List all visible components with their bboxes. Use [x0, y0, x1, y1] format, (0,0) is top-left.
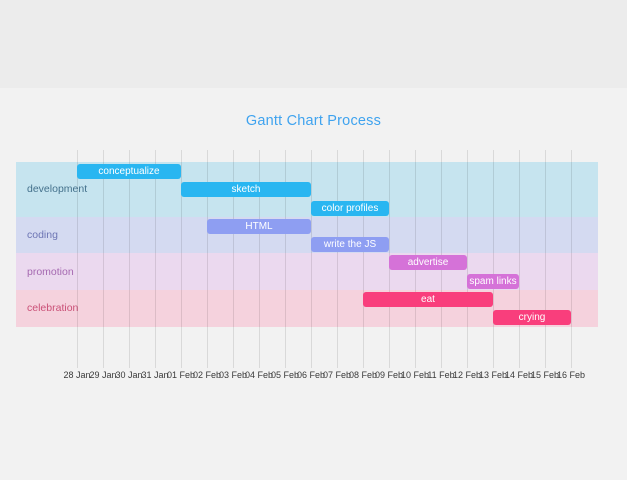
- axis-tick-label: 16 Feb: [556, 370, 586, 380]
- axis-tick-label: 08 Feb: [348, 370, 378, 380]
- gantt-bar-crying[interactable]: crying: [493, 310, 571, 326]
- axis-tick-label: 04 Feb: [244, 370, 274, 380]
- axis-tick-label: 03 Feb: [218, 370, 248, 380]
- chart-title: Gantt Chart Process: [245, 113, 382, 129]
- gridline: [571, 150, 572, 368]
- gridline: [545, 150, 546, 368]
- gantt-bar-conceptualize[interactable]: conceptualize: [77, 164, 181, 179]
- gridline: [285, 150, 286, 368]
- gantt-bar-advertise[interactable]: advertise: [389, 255, 467, 271]
- gridline: [155, 150, 156, 368]
- axis-tick-label: 01 Feb: [166, 370, 196, 380]
- axis-tick-label: 02 Feb: [192, 370, 222, 380]
- gridline: [337, 150, 338, 368]
- axis-tick-label: 07 Feb: [322, 370, 352, 380]
- gantt-bar-HTML[interactable]: HTML: [207, 218, 311, 234]
- gridline: [77, 150, 78, 368]
- gantt-bar-write-the-JS[interactable]: write the JS: [311, 237, 389, 253]
- gantt-bar-spam-links[interactable]: spam links: [467, 273, 519, 289]
- gantt-bar-sketch[interactable]: sketch: [181, 182, 311, 198]
- row-label-celebration: celebration: [27, 302, 79, 315]
- axis-tick-label: 28 Jan: [63, 370, 91, 380]
- gridline: [129, 150, 130, 368]
- gridline: [363, 150, 364, 368]
- top-background-band: [0, 0, 627, 88]
- axis-tick-label: 09 Feb: [374, 370, 404, 380]
- row-label-promotion: promotion: [27, 265, 74, 278]
- row-label-coding: coding: [27, 229, 58, 242]
- row-label-development: development: [27, 183, 88, 196]
- gridline: [207, 150, 208, 368]
- gridline: [233, 150, 234, 368]
- gantt-bar-color-profiles[interactable]: color profiles: [311, 200, 389, 216]
- gantt-bar-eat[interactable]: eat: [363, 291, 493, 307]
- axis-tick-label: 11 Feb: [427, 370, 455, 380]
- axis-tick-label: 12 Feb: [452, 370, 482, 380]
- axis-tick-label: 30 Jan: [115, 370, 143, 380]
- gridline: [467, 150, 468, 368]
- gridline: [519, 150, 520, 368]
- gridline: [259, 150, 260, 368]
- axis-tick-label: 13 Feb: [478, 370, 508, 380]
- axis-tick-label: 06 Feb: [296, 370, 326, 380]
- gridline: [493, 150, 494, 368]
- gridline: [311, 150, 312, 368]
- axis-tick-label: 10 Feb: [400, 370, 430, 380]
- axis-tick-label: 31 Jan: [141, 370, 169, 380]
- axis-tick-label: 15 Feb: [530, 370, 560, 380]
- axis-tick-label: 05 Feb: [270, 370, 300, 380]
- gridline: [181, 150, 182, 368]
- gridline: [103, 150, 104, 368]
- axis-tick-label: 29 Jan: [89, 370, 117, 380]
- axis-tick-label: 14 Feb: [504, 370, 534, 380]
